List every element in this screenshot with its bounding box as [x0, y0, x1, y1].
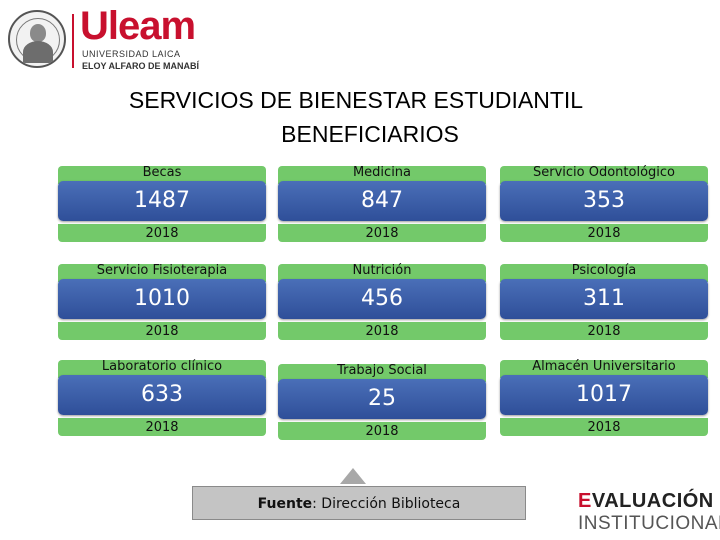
card-becas: Becas 1487 2018 — [58, 165, 266, 242]
card-value: 353 — [583, 188, 625, 213]
source-arrow-icon — [340, 468, 366, 484]
logo-divider — [72, 14, 74, 68]
card-year: 2018 — [587, 420, 621, 435]
card-label: Servicio Fisioterapia — [96, 263, 228, 278]
card-medicina: Medicina 847 2018 — [278, 165, 486, 242]
logo-subtitle-1: UNIVERSIDAD LAICA — [82, 49, 181, 59]
card-year: 2018 — [365, 324, 399, 339]
card-year: 2018 — [145, 324, 179, 339]
card-label: Almacén Universitario — [532, 359, 676, 374]
card-value: 25 — [368, 386, 396, 411]
card-label: Medicina — [352, 165, 412, 180]
card-year: 2018 — [587, 226, 621, 241]
uleam-logo: Uleam UNIVERSIDAD LAICA ELOY ALFARO DE M… — [8, 4, 208, 71]
logo-subtitle-2: ELOY ALFARO DE MANABÍ — [82, 61, 200, 71]
evaluacion-institucional-logo: EVALUACIÓN INSTITUCIONAL — [578, 490, 720, 536]
eval-subword: INSTITUCIONAL — [578, 513, 720, 534]
source-note: Fuente: Dirección Biblioteca — [192, 486, 526, 520]
eval-word: VALUACIÓN — [591, 490, 714, 512]
card-label: Laboratorio clínico — [101, 359, 223, 374]
card-value: 1017 — [576, 382, 632, 407]
card-label: Psicología — [571, 263, 637, 278]
card-value: 456 — [361, 286, 403, 311]
page-title: SERVICIOS DE BIENESTAR ESTUDIANTIL — [128, 87, 584, 113]
card-odontologico: Servicio Odontológico 353 2018 — [500, 165, 708, 242]
card-almacen: Almacén Universitario 1017 2018 — [500, 359, 708, 436]
card-year: 2018 — [145, 226, 179, 241]
card-label: Servicio Odontológico — [532, 165, 675, 180]
card-laboratorio: Laboratorio clínico 633 2018 — [58, 359, 266, 436]
card-nutricion: Nutrición 456 2018 — [278, 263, 486, 340]
card-value: 633 — [141, 382, 183, 407]
card-value: 847 — [361, 188, 403, 213]
card-value: 311 — [583, 286, 625, 311]
card-label: Becas — [142, 165, 182, 180]
card-trabajo-social: Trabajo Social 25 2018 — [278, 363, 486, 440]
page-subtitle: BENEFICIARIOS — [281, 121, 459, 147]
card-year: 2018 — [365, 424, 399, 439]
card-psicologia: Psicología 311 2018 — [500, 263, 708, 340]
card-label: Nutrición — [352, 263, 412, 278]
card-fisioterapia: Servicio Fisioterapia 1010 2018 — [58, 263, 266, 340]
eval-check-letter: E — [578, 490, 592, 512]
card-value: 1010 — [134, 286, 190, 311]
logo-name: Uleam — [80, 4, 196, 48]
card-year: 2018 — [145, 420, 179, 435]
source-text: : Dirección Biblioteca — [312, 496, 461, 512]
university-seal-icon — [8, 10, 66, 68]
card-year: 2018 — [587, 324, 621, 339]
card-value: 1487 — [134, 188, 190, 213]
source-label: Fuente — [257, 496, 313, 512]
card-label: Trabajo Social — [337, 363, 427, 378]
card-year: 2018 — [365, 226, 399, 241]
